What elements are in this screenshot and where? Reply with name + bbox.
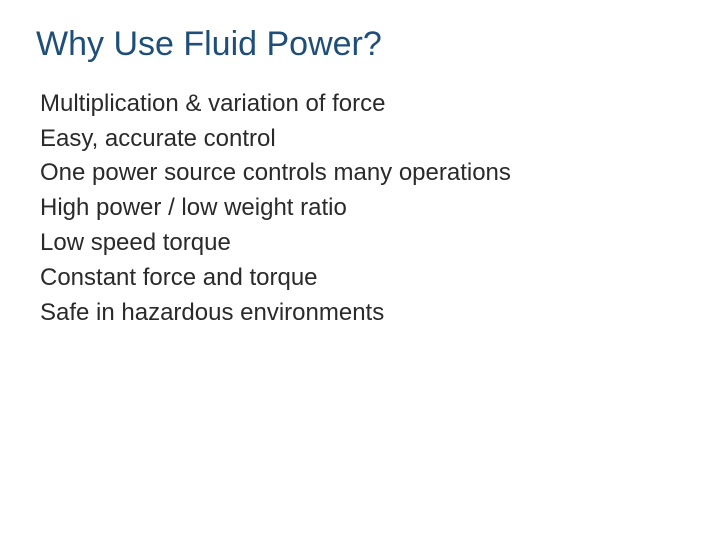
list-item: Constant force and torque [40,261,684,296]
list-item: One power source controls many operation… [40,156,684,191]
list-item: Easy, accurate control [40,122,684,157]
list-item: Safe in hazardous environments [40,296,684,331]
slide: Why Use Fluid Power? Multiplication & va… [0,0,720,540]
slide-title: Why Use Fluid Power? [36,24,684,65]
list-item: Multiplication & variation of force [40,87,684,122]
list-item: High power / low weight ratio [40,191,684,226]
bullet-list: Multiplication & variation of force Easy… [36,87,684,331]
list-item: Low speed torque [40,226,684,261]
